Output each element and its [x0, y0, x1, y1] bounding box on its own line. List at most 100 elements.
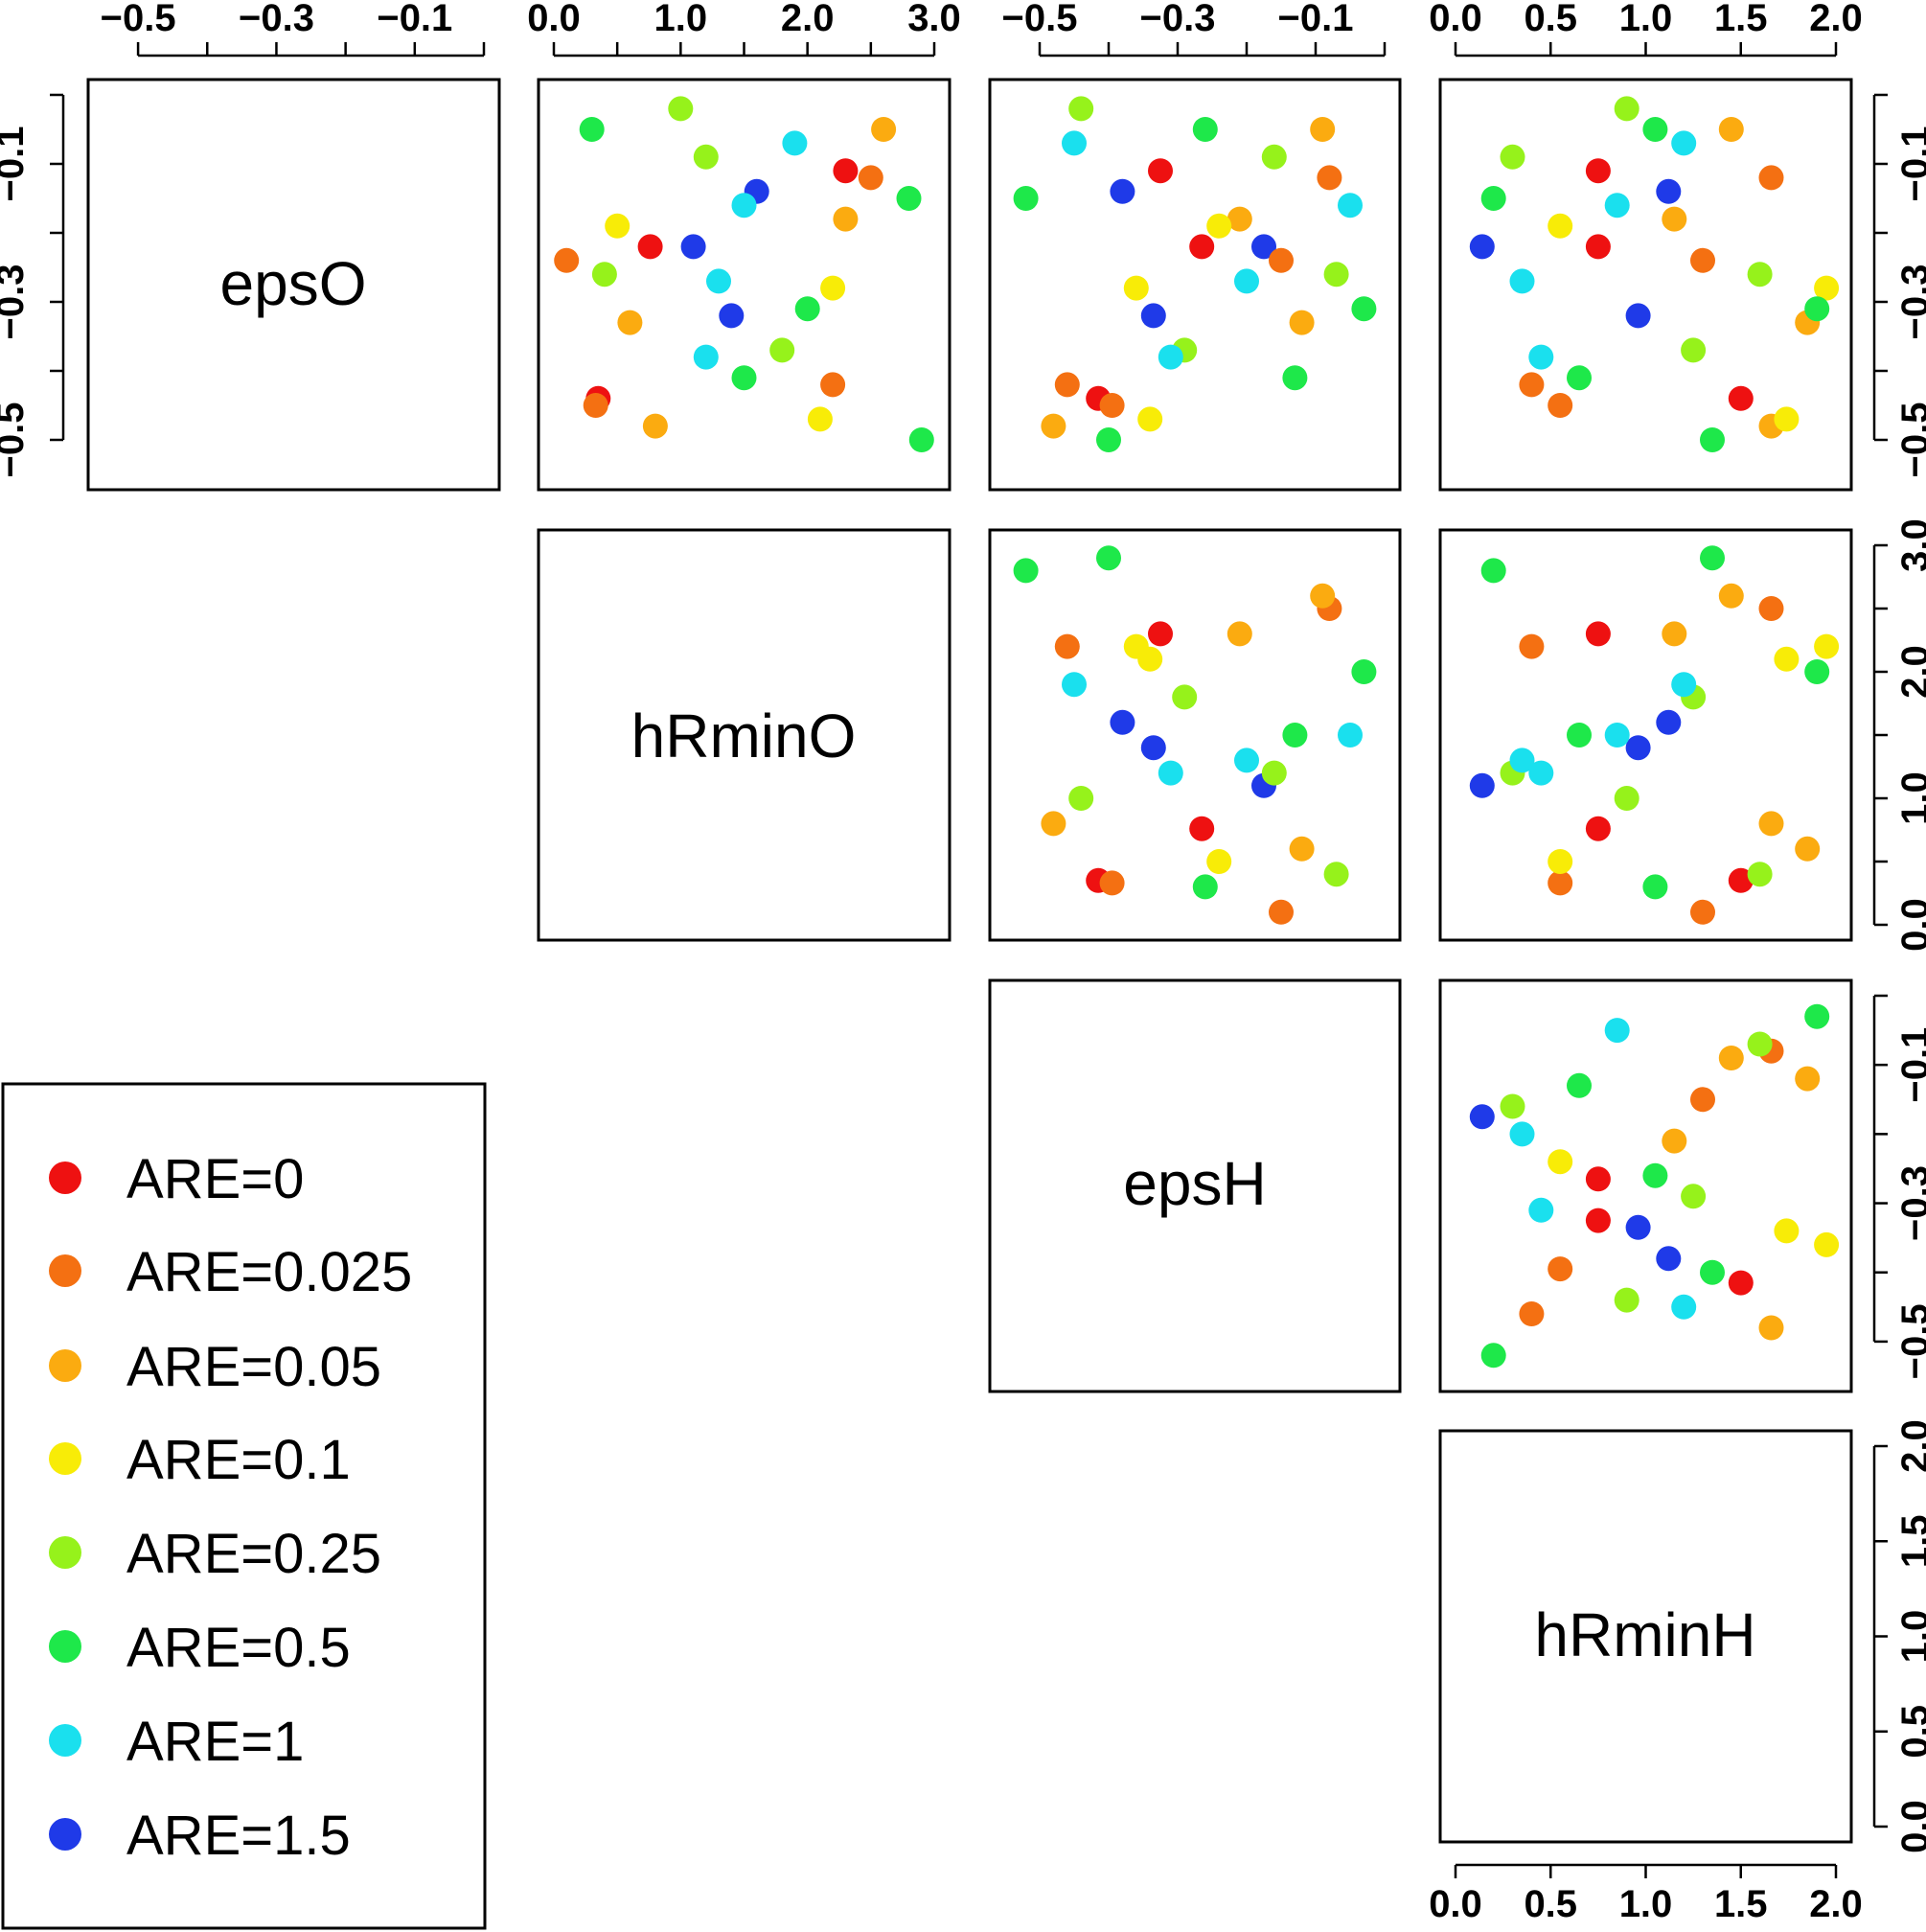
data-point — [1323, 862, 1349, 887]
data-point — [1625, 303, 1651, 329]
data-point — [1548, 393, 1573, 418]
data-point — [1681, 1184, 1707, 1209]
legend-label: ARE=0 — [126, 1148, 304, 1210]
data-point — [1690, 899, 1715, 925]
data-point — [1338, 193, 1363, 218]
data-point — [807, 406, 833, 432]
legend-entry: ARE=0.025 — [49, 1241, 412, 1303]
diag-panel-epsO: epsO — [86, 78, 501, 492]
data-point — [1747, 1031, 1773, 1057]
diag-frame-epsH — [988, 978, 1402, 1393]
tick-label: −0.1 — [1278, 0, 1354, 39]
tick-label: −0.1 — [1894, 126, 1926, 202]
data-point — [693, 144, 719, 170]
data-point — [1234, 268, 1259, 294]
legend-entry: ARE=1 — [49, 1711, 304, 1773]
data-point — [1718, 1046, 1744, 1070]
data-point — [1261, 760, 1287, 786]
diag-panel-hRminO: hRminO — [537, 528, 952, 942]
panel-points — [1469, 1003, 1840, 1368]
tick-label: −0.5 — [1894, 1303, 1926, 1379]
data-point — [642, 413, 668, 439]
data-point — [1690, 1087, 1715, 1113]
data-point — [1261, 144, 1287, 170]
data-point — [1747, 262, 1773, 288]
diag-label-hRminO: hRminO — [631, 702, 857, 770]
panel-points — [1469, 96, 1840, 452]
data-point — [1148, 158, 1173, 184]
data-point — [1469, 772, 1495, 798]
data-point — [1289, 310, 1315, 335]
diag-label-epsH: epsH — [1123, 1149, 1266, 1218]
data-point — [1189, 816, 1215, 841]
data-point — [1323, 262, 1349, 288]
data-point — [1681, 337, 1707, 363]
diag-frame-hRminH — [1438, 1429, 1853, 1844]
data-point — [1140, 303, 1166, 329]
data-point — [820, 275, 846, 301]
data-point — [1137, 646, 1163, 672]
tick-label: 2.0 — [1809, 1883, 1863, 1925]
left-axis-epsO: −0.5 −0.3 −0.1 — [0, 93, 65, 477]
data-point — [1642, 117, 1668, 142]
data-point — [1519, 1301, 1545, 1326]
data-point — [680, 234, 706, 260]
tick-label: 1.0 — [1894, 771, 1926, 825]
data-point — [1804, 1003, 1830, 1029]
data-point — [1338, 723, 1363, 748]
data-point — [731, 193, 757, 218]
data-point — [1604, 723, 1630, 748]
data-point — [1251, 234, 1276, 260]
scatter-panel-hRminH-vs-epsO — [1438, 78, 1853, 492]
panel-points — [1013, 96, 1377, 452]
bottom-axis-hRminH: 0.0 0.5 1.0 1.5 2.0 — [1429, 1863, 1863, 1925]
data-point — [1548, 1149, 1573, 1175]
diag-frame-hRminO — [537, 528, 952, 942]
data-point — [1814, 1231, 1840, 1257]
data-point — [1528, 344, 1554, 370]
tick-label: −0.3 — [239, 0, 314, 39]
data-point — [1123, 275, 1149, 301]
data-point — [1062, 130, 1087, 156]
data-point — [1068, 786, 1094, 811]
tick-label: 3.0 — [1894, 518, 1926, 572]
data-point — [1206, 213, 1232, 239]
tick-label: −0.5 — [101, 0, 176, 39]
diag-label-hRminH: hRminH — [1534, 1600, 1755, 1669]
data-point — [1671, 130, 1697, 156]
diag-panel-epsH: epsH — [988, 978, 1402, 1393]
data-point — [1758, 596, 1784, 621]
legend: ARE=0 ARE=0.025 ARE=0.05 ARE=0.1 ARE=0.2… — [1, 1082, 487, 1930]
legend-marker — [49, 1162, 81, 1194]
data-point — [1480, 186, 1506, 211]
data-point — [1192, 874, 1218, 900]
data-point — [1795, 836, 1821, 862]
data-point — [1585, 234, 1611, 260]
data-point — [1013, 186, 1039, 211]
right-axis-hRminO: 0.0 1.0 2.0 3.0 — [1872, 518, 1926, 952]
legend-entry: ARE=0.25 — [49, 1523, 381, 1585]
data-point — [617, 310, 643, 335]
top-axis-hRminO: 0.0 1.0 2.0 3.0 — [527, 0, 961, 58]
data-point — [1528, 760, 1554, 786]
tick-label: 1.5 — [1894, 1514, 1926, 1568]
data-point — [668, 96, 694, 122]
legend-label: ARE=1.5 — [126, 1805, 351, 1867]
legend-label: ARE=0.025 — [126, 1241, 412, 1303]
tick-label: −0.1 — [377, 0, 452, 39]
data-point — [1519, 372, 1545, 398]
data-point — [1625, 735, 1651, 761]
panel-points — [1469, 545, 1840, 925]
data-point — [1795, 1066, 1821, 1092]
tick-label: −0.5 — [1002, 0, 1078, 39]
data-point — [1351, 659, 1377, 684]
data-point — [1604, 193, 1630, 218]
data-point — [1700, 1259, 1725, 1285]
tick-label: 2.0 — [1894, 645, 1926, 699]
panel-points — [554, 96, 934, 452]
top-axis-epsH: −0.5 −0.3 −0.1 — [1002, 0, 1387, 58]
data-point — [1110, 178, 1135, 204]
data-point — [871, 117, 897, 142]
tick-label: 1.0 — [654, 0, 708, 39]
data-point — [1140, 735, 1166, 761]
